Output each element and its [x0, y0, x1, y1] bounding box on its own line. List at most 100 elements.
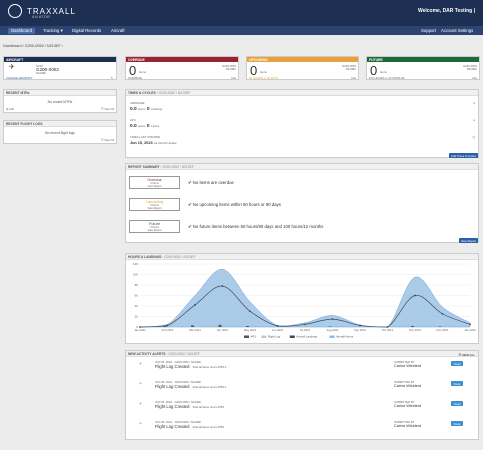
chart-header: HOURS & LANDINGS · G200-0052 / N213EF	[126, 254, 478, 260]
apu-expand-icon[interactable]: ≡	[473, 118, 475, 122]
hours-landings-chart: 0 20 40 60 80 100 120 Jan 2021 Feb 2021 Mar 2021 A…	[133, 262, 476, 339]
airframe-expand-icon[interactable]: ≡	[473, 101, 475, 105]
apu-values: 0.0 Hours 0 Cycles	[130, 124, 159, 129]
summary-header: REPORT SUMMARY · G200-0052 / N213EF	[126, 164, 478, 170]
overdue-summary-title: Overdue	[147, 178, 162, 182]
overdue-na: N/A	[231, 76, 236, 80]
clear-button[interactable]: Clear	[451, 401, 464, 407]
view-report-button[interactable]: View Report	[458, 238, 478, 244]
future-unit: Items	[380, 70, 387, 74]
bar-apu	[438, 326, 442, 327]
apu-hours-unit: Hours	[138, 124, 146, 128]
area-series-aircraft-hours	[139, 268, 471, 328]
apu-cycles: 0	[146, 124, 150, 129]
x-tick-label: Mar 2021	[189, 328, 201, 332]
future-summary-link[interactable]: View Report	[147, 229, 162, 232]
view-all-mtrs-label: View All	[104, 107, 114, 111]
activity-row-detail: · Total airframe hours 2550.0	[190, 365, 227, 369]
submitted-by-label: SUBMITTED BY	[394, 360, 415, 364]
expand-plus-icon[interactable]: +	[139, 381, 142, 387]
logo-icon[interactable]	[8, 4, 22, 18]
line-point	[221, 285, 224, 287]
view-all-mtrs-link[interactable]: ☰ View All	[100, 107, 114, 111]
activity-header: NEW ACTIVITY ALERTS · G200-0052 / N213EF	[126, 351, 478, 357]
activity-panel: NEW ACTIVITY ALERTS · G200-0052 / N213EF…	[125, 350, 479, 440]
expand-plus-icon[interactable]: +	[139, 361, 142, 367]
nav-dashboard[interactable]: Dashboard	[8, 27, 36, 34]
x-tick-label: Feb 2021	[162, 328, 174, 332]
expand-plus-icon[interactable]: +	[139, 421, 142, 427]
activity-title-line: Flight Log Created · Total airframe hour…	[155, 364, 226, 369]
clear-button[interactable]: Clear	[451, 381, 464, 387]
submitted-by-label: SUBMITTED BY	[394, 420, 415, 424]
bar-apu	[411, 325, 414, 327]
breadcrumb[interactable]: Dashboard / G200-0052 / N213EF ›	[3, 44, 64, 48]
submitted-by-name: Carina Wielderd	[394, 424, 422, 428]
recent-flight-logs-panel: RECENT FLIGHT LOGS No recent flight logs…	[3, 120, 117, 144]
y-tick-label: 20	[135, 315, 139, 319]
upcoming-reg: N213EF	[345, 67, 356, 71]
nav-aircraft[interactable]: Aircraft	[111, 28, 125, 33]
change-aircraft-link[interactable]: CHANGE AIRCRAFT	[6, 76, 33, 80]
line-point	[166, 324, 169, 327]
activity-row-title: Flight Log Created	[155, 364, 190, 369]
upcoming-serial: G200-0052	[342, 64, 356, 68]
upcoming-summary-box[interactable]: Upcoming 0 Items View Report	[129, 198, 180, 211]
legend-label: Aircraft Hours	[336, 335, 354, 339]
overdue-summary-link[interactable]: View Report	[147, 185, 162, 188]
aircraft-reg: N213EF	[36, 71, 47, 75]
overdue-card[interactable]: OVERDUE 0 Items G200-0052 N213EF OVERDUE…	[125, 56, 239, 80]
x-tick-label: Apr 2021	[217, 328, 229, 332]
add-times-cycles-button[interactable]: Add Times & Cycles	[448, 153, 478, 159]
brand-name[interactable]: TRAXXALL	[27, 7, 76, 16]
aircraft-model: G200	[36, 63, 43, 68]
upcoming-summary-text: ✔ No upcoming items within 60 hours or 9…	[188, 202, 281, 207]
recent-mtrs-panel: RECENT MTRs No recent MTRs ⊕ Add ☰ View …	[3, 89, 117, 113]
view-all-logs-label: View All	[104, 138, 114, 142]
overdue-summary-box[interactable]: Overdue 0 Items View Report	[129, 176, 180, 189]
upcoming-summary-link[interactable]: View Report	[147, 207, 162, 210]
airframe-landings: 0	[146, 107, 150, 112]
summary-sub: G200-0052 / N213EF	[162, 165, 194, 170]
report-summary-panel: REPORT SUMMARY · G200-0052 / N213EF Over…	[125, 163, 479, 244]
y-tick-label: 60	[135, 294, 139, 298]
edit-icon[interactable]: ✎	[110, 76, 113, 80]
activity-title-line: Flight Log Created · Total airframe hour…	[155, 424, 224, 429]
upcoming-card[interactable]: UPCOMING 0 Items G200-0052 N213EF 60 HOU…	[246, 56, 359, 80]
y-tick-label: 100	[133, 273, 138, 277]
view-all-logs-link[interactable]: ☰ View All	[100, 138, 114, 142]
view-all-activity-link[interactable]: ☰ VIEW ALL	[458, 352, 475, 357]
future-na: N/A	[472, 76, 477, 80]
activity-row: + JUN 05, 2024 · G200-0052 / N213EF Flight…	[126, 379, 480, 394]
bar-apu	[328, 326, 332, 327]
nav-tracking[interactable]: Tracking ▾	[43, 28, 63, 33]
future-serial: G200-0052	[463, 64, 477, 68]
x-tick-label: Jul 2021	[300, 328, 311, 332]
future-footer: 100 HOURS or 12 MONTHS	[369, 76, 405, 80]
expand-plus-icon[interactable]: +	[139, 401, 142, 407]
future-card[interactable]: FUTURE 0 Items G200-0052 N213EF 100 HOUR…	[366, 56, 480, 80]
recent-mtrs-empty: No recent MTRs	[47, 100, 73, 104]
aircraft-header: AIRCRAFT	[4, 57, 116, 62]
bar-apu	[191, 325, 194, 327]
activity-row-title: Flight Log Created	[155, 424, 190, 429]
future-summary-box[interactable]: Future 0 Items View Report	[129, 220, 180, 233]
add-mtr-link[interactable]: ⊕ Add	[6, 107, 14, 111]
nav-digital-records[interactable]: Digital Records	[72, 28, 102, 33]
clear-button[interactable]: Clear	[451, 421, 464, 427]
clear-button[interactable]: Clear	[451, 361, 464, 367]
brand-sub: AVIATOR	[32, 15, 51, 19]
welcome-user[interactable]: Welcome, DAR Testing |	[417, 8, 475, 14]
nav-account-settings[interactable]: Account Settings	[441, 28, 474, 33]
activity-title-line: Flight Log Created · Total airframe hour…	[155, 404, 224, 409]
times-title: TIMES & CYCLES	[128, 91, 156, 96]
airframe-label: AIRFRAME	[130, 101, 145, 105]
clock-icon: ◷	[472, 135, 475, 139]
chart-sub: G200-0052 / N213EF	[164, 255, 196, 260]
activity-title-line: Flight Log Created · Total airframe hour…	[155, 384, 226, 389]
upcoming-summary-count: 0 Items	[150, 204, 159, 207]
bar-apu	[246, 325, 249, 327]
overdue-summary-message: No items are overdue	[192, 180, 234, 185]
nav-support[interactable]: Support	[421, 28, 437, 33]
line-point	[194, 304, 196, 306]
